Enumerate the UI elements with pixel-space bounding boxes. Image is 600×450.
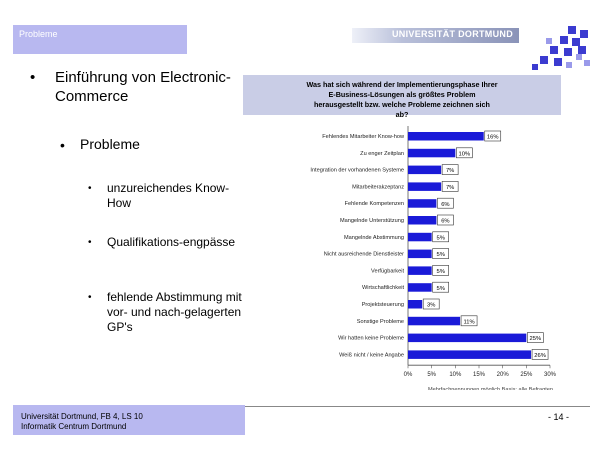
chart-title: ab? bbox=[396, 110, 409, 119]
bar bbox=[408, 266, 432, 275]
category-label: Zu enger Zeitplan bbox=[360, 151, 404, 157]
bar bbox=[408, 283, 432, 292]
category-label: Integration der vorhandenen Systeme bbox=[310, 168, 404, 174]
university-logo-icon bbox=[532, 26, 590, 70]
value-label: 26% bbox=[534, 353, 546, 359]
value-label: 6% bbox=[441, 219, 449, 225]
value-label: 5% bbox=[436, 252, 444, 258]
category-label: Mitarbeiterakzeptanz bbox=[352, 184, 404, 190]
bar bbox=[408, 249, 432, 259]
bar bbox=[408, 316, 461, 326]
value-label: 10% bbox=[459, 151, 471, 157]
bullet-level2: Probleme bbox=[80, 136, 140, 152]
bar bbox=[408, 165, 442, 175]
bullet-level3: unzureichendes Know-How bbox=[107, 181, 230, 210]
category-label: Weiß nicht / keine Angabe bbox=[339, 352, 404, 358]
x-tick-label: 5% bbox=[427, 372, 436, 378]
value-label-box bbox=[432, 231, 449, 243]
value-label: 7% bbox=[446, 168, 454, 174]
bar bbox=[408, 199, 437, 208]
chart-note: Mehrfachnennungen möglich Basis: alle Be… bbox=[428, 387, 553, 390]
x-tick-label: 10% bbox=[449, 372, 462, 378]
value-label: 7% bbox=[446, 185, 454, 191]
bar bbox=[408, 148, 456, 158]
category-label: Mangelnde Abstimmung bbox=[344, 235, 404, 241]
value-label-box bbox=[432, 281, 449, 293]
value-label-box bbox=[432, 265, 449, 276]
x-tick-label: 0% bbox=[404, 372, 413, 378]
category-label: Mangelnde Unterstützung bbox=[340, 218, 404, 224]
chart-title: Was hat sich während der Implementierung… bbox=[306, 80, 497, 89]
x-tick-label: 15% bbox=[473, 372, 486, 378]
footer-line2: Informatik Centrum Dortmund bbox=[21, 422, 127, 431]
value-label: 5% bbox=[436, 286, 444, 292]
category-label: Nicht ausreichende Dienstleister bbox=[324, 252, 404, 258]
value-label-box bbox=[437, 214, 454, 226]
bullet-marker: • bbox=[88, 292, 92, 303]
value-label: 3% bbox=[427, 303, 435, 309]
bullet-level3: fehlende Abstimmung mit vor- und nach-ge… bbox=[107, 290, 242, 334]
footer-line1: Universität Dortmund, FB 4, LS 10 bbox=[21, 412, 143, 421]
footer-divider bbox=[245, 406, 590, 407]
value-label: 11% bbox=[463, 319, 474, 325]
bar bbox=[408, 333, 527, 343]
category-label: Sonstige Probleme bbox=[357, 319, 404, 325]
bullet-marker: • bbox=[88, 183, 92, 194]
category-label: Wir hatten keine Probleme bbox=[338, 336, 404, 342]
value-label: 5% bbox=[436, 269, 444, 275]
category-label: Fehlende Kompetenzen bbox=[345, 201, 404, 207]
bullet-level1: Einführung von Electronic-Commerce bbox=[55, 69, 231, 105]
value-label: 6% bbox=[441, 202, 449, 208]
bar-chart: Was hat sich während der Implementierung… bbox=[243, 75, 561, 397]
footer-box: Universität Dortmund, FB 4, LS 10 Inform… bbox=[13, 405, 245, 435]
chart-title-box bbox=[243, 75, 561, 115]
value-label-box bbox=[456, 147, 473, 159]
x-tick-label: 25% bbox=[520, 372, 533, 378]
survey-chart: Was hat sich während der Implementierung… bbox=[243, 75, 563, 397]
bar bbox=[408, 216, 437, 225]
category-label: Projektsteuerung bbox=[362, 302, 404, 308]
bullet-marker: • bbox=[30, 69, 36, 86]
value-label-box bbox=[531, 349, 549, 360]
bar bbox=[408, 232, 432, 242]
university-name: UNIVERSITÄT DORTMUND bbox=[392, 29, 513, 39]
value-label: 5% bbox=[436, 235, 444, 241]
page-number: - 14 - bbox=[548, 412, 570, 422]
category-label: Verfügbarkeit bbox=[371, 268, 404, 274]
bar bbox=[408, 132, 484, 141]
chart-title: E-Business-Lösungen als größtes Problem bbox=[329, 90, 476, 99]
bullet-level3: Qualifikations-engpässe bbox=[107, 235, 236, 249]
value-label-box bbox=[432, 248, 449, 259]
section-label: Probleme bbox=[13, 25, 187, 54]
chart-title: herausgestellt bzw. welche Probleme zeic… bbox=[314, 100, 490, 109]
x-tick-label: 30% bbox=[544, 372, 557, 378]
bar bbox=[408, 350, 532, 359]
value-label-box bbox=[527, 332, 544, 343]
category-label: Wirtschaftlichkeit bbox=[362, 285, 404, 291]
value-label-box bbox=[484, 130, 502, 142]
x-tick-label: 20% bbox=[497, 372, 510, 378]
university-banner: UNIVERSITÄT DORTMUND bbox=[352, 28, 519, 43]
bar bbox=[408, 300, 423, 309]
value-label-box bbox=[441, 181, 459, 192]
bullet-marker: • bbox=[60, 137, 65, 153]
value-label: 25% bbox=[530, 336, 542, 342]
bullet-marker: • bbox=[88, 237, 92, 248]
category-label: Fehlendes Mitarbeiter Know-how bbox=[322, 134, 405, 140]
value-label-box bbox=[441, 164, 459, 175]
value-label: 16% bbox=[487, 135, 499, 141]
value-label-box bbox=[460, 315, 478, 327]
value-label-box bbox=[422, 298, 440, 310]
bar bbox=[408, 182, 442, 191]
value-label-box bbox=[437, 197, 454, 209]
